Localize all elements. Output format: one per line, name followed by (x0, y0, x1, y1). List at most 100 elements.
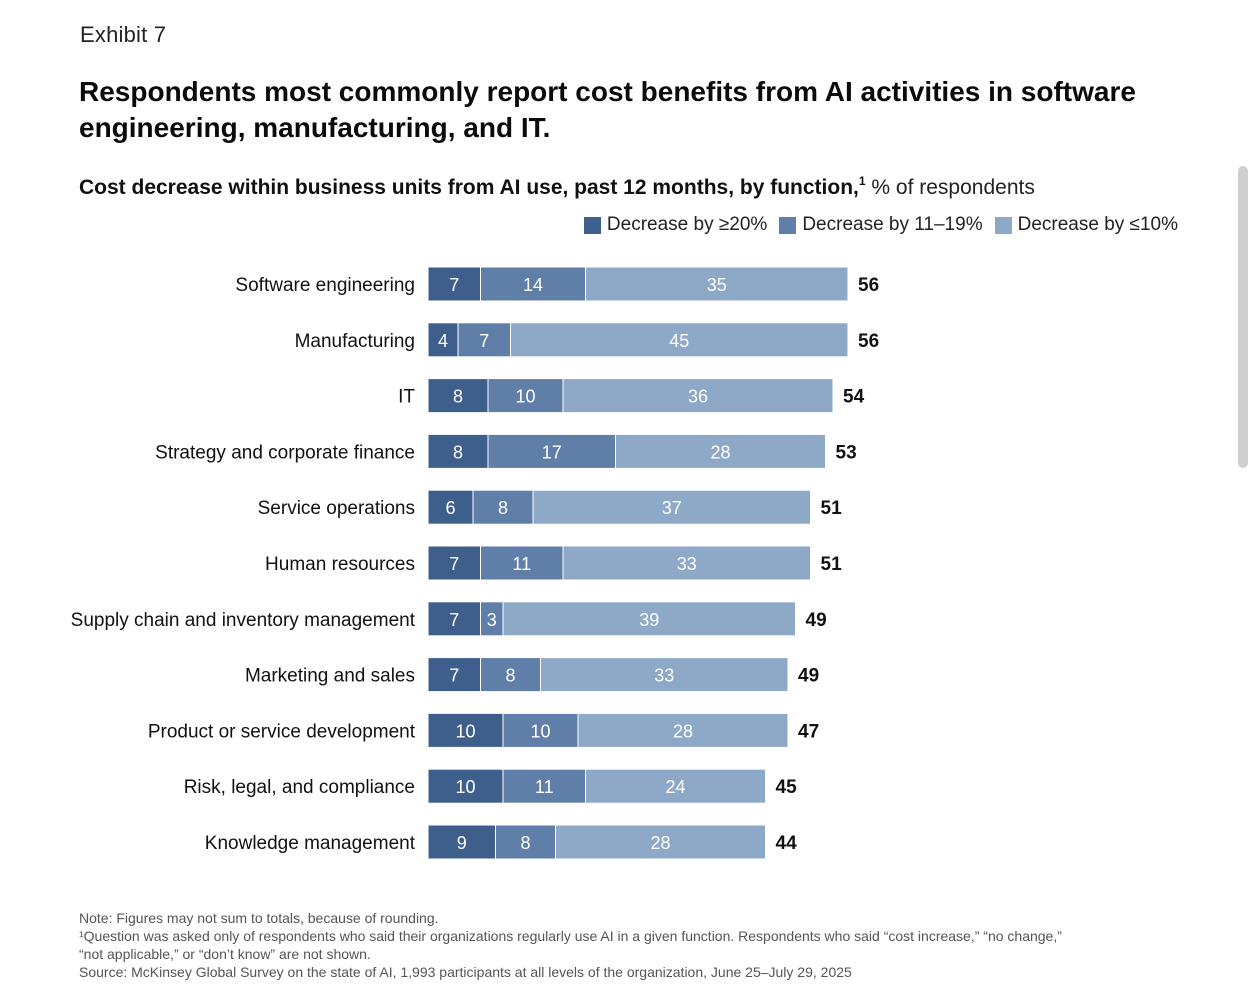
segment-value-label: 3 (487, 610, 497, 630)
category-label: Knowledge management (205, 833, 416, 854)
category-label: Manufacturing (295, 331, 415, 352)
category-label: Marketing and sales (245, 666, 415, 687)
category-label: Service operations (258, 498, 415, 519)
bar-segment (562, 545, 811, 581)
total-label: 51 (821, 554, 843, 575)
segment-value-label: 8 (453, 442, 463, 462)
bar-segment (510, 322, 849, 358)
total-label: 45 (776, 777, 798, 798)
segment-value-label: 4 (438, 331, 448, 351)
bar-segment (532, 489, 811, 525)
bar-segment (585, 768, 766, 804)
category-label: Supply chain and inventory management (71, 610, 416, 631)
subtitle-unit: % of respondents (865, 176, 1035, 199)
segment-value-label: 8 (498, 498, 508, 518)
bar-segment (427, 545, 481, 581)
legend-item-mid: Decrease by 11–19% (779, 214, 983, 236)
bar-segment (495, 824, 556, 860)
note-footnote: ¹Question was asked only of respondents … (79, 928, 1062, 962)
segment-value-label: 7 (449, 610, 459, 630)
bar-segment (427, 601, 481, 637)
scrollbar[interactable] (1238, 166, 1248, 468)
total-label: 56 (858, 331, 879, 352)
total-label: 49 (806, 610, 827, 631)
segment-value-label: 14 (523, 275, 543, 295)
bar-segment (427, 322, 459, 358)
segment-value-label: 10 (455, 721, 475, 741)
bar-segment (457, 322, 511, 358)
legend-label-high: Decrease by ≥20% (606, 214, 768, 235)
bar-segment (577, 712, 789, 748)
total-label: 56 (858, 275, 879, 296)
segment-value-label: 28 (710, 442, 730, 462)
segment-value-label: 9 (457, 833, 467, 853)
bar-segment (487, 378, 564, 414)
segment-value-label: 36 (688, 387, 708, 407)
segment-value-label: 28 (673, 721, 693, 741)
note-rounding: Note: Figures may not sum to totals, bec… (79, 910, 439, 926)
total-label: 44 (776, 833, 798, 854)
segment-value-label: 45 (669, 331, 689, 351)
segment-value-label: 33 (677, 554, 697, 574)
bar-segment (427, 657, 481, 693)
segment-value-label: 7 (449, 554, 459, 574)
total-label: 54 (843, 387, 865, 408)
segment-value-label: 37 (662, 498, 682, 518)
category-label: Strategy and corporate finance (155, 442, 415, 463)
segment-value-label: 35 (707, 275, 727, 295)
segment-value-label: 8 (453, 387, 463, 407)
segment-value-label: 39 (639, 610, 659, 630)
segment-value-label: 10 (530, 721, 550, 741)
chart-subtitle: Cost decrease within business units from… (79, 174, 1035, 200)
segment-value-label: 11 (535, 777, 554, 797)
bar-segment (615, 433, 826, 469)
category-label: Risk, legal, and compliance (184, 777, 415, 798)
bar-segment (555, 824, 766, 860)
legend-swatch-high (583, 216, 601, 234)
bar-segment (502, 712, 579, 748)
segment-value-label: 11 (512, 554, 531, 574)
stacked-bar-chart: Software engineering 7 14 35 56 Manufacturing… (71, 266, 879, 860)
notes: Note: Figures may not sum to totals, bec… (79, 909, 1199, 981)
bar-segment (540, 657, 789, 693)
exhibit-label: Exhibit 7 (80, 22, 167, 47)
segment-value-label: 7 (479, 331, 489, 351)
bar-segment (427, 433, 489, 469)
bar-segment (502, 601, 796, 637)
subtitle-main: Cost decrease within business units from… (79, 176, 859, 199)
segment-value-label: 17 (542, 442, 562, 462)
bar-segment (472, 489, 534, 525)
bar-segment (585, 266, 849, 302)
segment-value-label: 6 (445, 498, 455, 518)
bar-segment (427, 768, 504, 804)
bar-segment (487, 433, 616, 469)
segment-value-label: 10 (455, 777, 475, 797)
segment-value-label: 24 (665, 777, 685, 797)
legend-label-mid: Decrease by 11–19% (802, 214, 983, 235)
legend-item-high: Decrease by ≥20% (583, 214, 768, 236)
legend-swatch-low (994, 216, 1012, 234)
segment-value-label: 33 (654, 666, 674, 686)
total-label: 49 (798, 666, 819, 687)
chart-legend: Decrease by ≥20% Decrease by 11–19% Decr… (583, 214, 1178, 236)
chart-title: Respondents most commonly report cost be… (79, 76, 1136, 143)
legend-swatch-mid (779, 216, 797, 234)
total-label: 47 (798, 721, 819, 742)
segment-value-label: 8 (505, 666, 515, 686)
segment-value-label: 7 (449, 666, 459, 686)
bar-segment (562, 378, 834, 414)
bar-segment (427, 489, 474, 525)
bar-segment (427, 824, 496, 860)
total-label: 53 (836, 442, 857, 463)
segment-value-label: 8 (520, 833, 530, 853)
category-label: Human resources (265, 554, 415, 575)
bar-segment (427, 712, 504, 748)
segment-value-label: 28 (650, 833, 670, 853)
legend-label-low: Decrease by ≤10% (1017, 214, 1178, 235)
bar-segment (480, 657, 541, 693)
category-label: IT (398, 387, 415, 408)
segment-value-label: 10 (515, 387, 535, 407)
total-label: 51 (821, 498, 843, 519)
category-label: Software engineering (235, 275, 415, 296)
segment-value-label: 7 (449, 275, 459, 295)
